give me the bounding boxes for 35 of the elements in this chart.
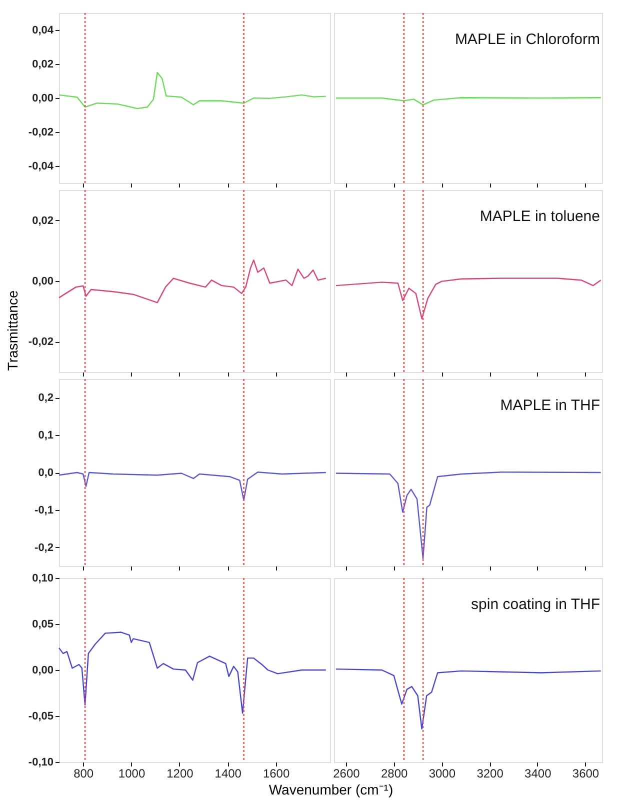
x-tick-label: 1200 [166,766,194,780]
y-tick-label: 0,1 [38,430,54,442]
x-tick-label: 800 [74,766,94,780]
y-tick-label: 0,00 [32,92,54,104]
y-tick-label: -0,02 [28,126,54,138]
y-tick-label: 0,2 [38,392,54,404]
x-tick-label: 3200 [476,766,504,780]
y-tick-label: -0,05 [28,710,54,722]
y-tick-label: -0,10 [28,756,54,768]
annotation: MAPLE in THF [500,397,600,414]
y-axis-title: Trasmittance [4,290,20,371]
annotation: MAPLE in Chloroform [454,31,600,48]
y-tick-label: 0,00 [32,276,54,288]
y-tick-label: 0,00 [32,664,54,676]
y-tick-label: -0,02 [28,336,54,348]
annotation: MAPLE in toluene [480,208,600,225]
y-tick-label: 0,0 [38,467,54,479]
y-tick-label: 0,04 [32,24,54,36]
x-tick-label: 1000 [118,766,146,780]
x-tick-label: 3400 [524,766,552,780]
x-tick-label: 1400 [214,766,242,780]
x-tick-label: 3000 [428,766,456,780]
y-tick-label: 0,02 [32,214,54,227]
x-tick-label: 1600 [262,766,290,780]
annotation: spin coating in THF [471,596,600,613]
x-tick-label: 3600 [572,766,600,780]
y-tick-label: -0,1 [34,504,54,516]
y-tick-label: -0,04 [28,160,54,172]
x-axis-title: Wavenumber (cm⁻¹) [268,782,394,798]
y-tick-label: 0,02 [32,58,54,70]
y-tick-label: 0,05 [32,618,54,630]
x-tick-label: 2800 [380,766,408,780]
x-tick-label: 2600 [333,766,360,780]
y-tick-label: 0,10 [32,572,54,584]
y-tick-label: -0,2 [34,542,54,554]
